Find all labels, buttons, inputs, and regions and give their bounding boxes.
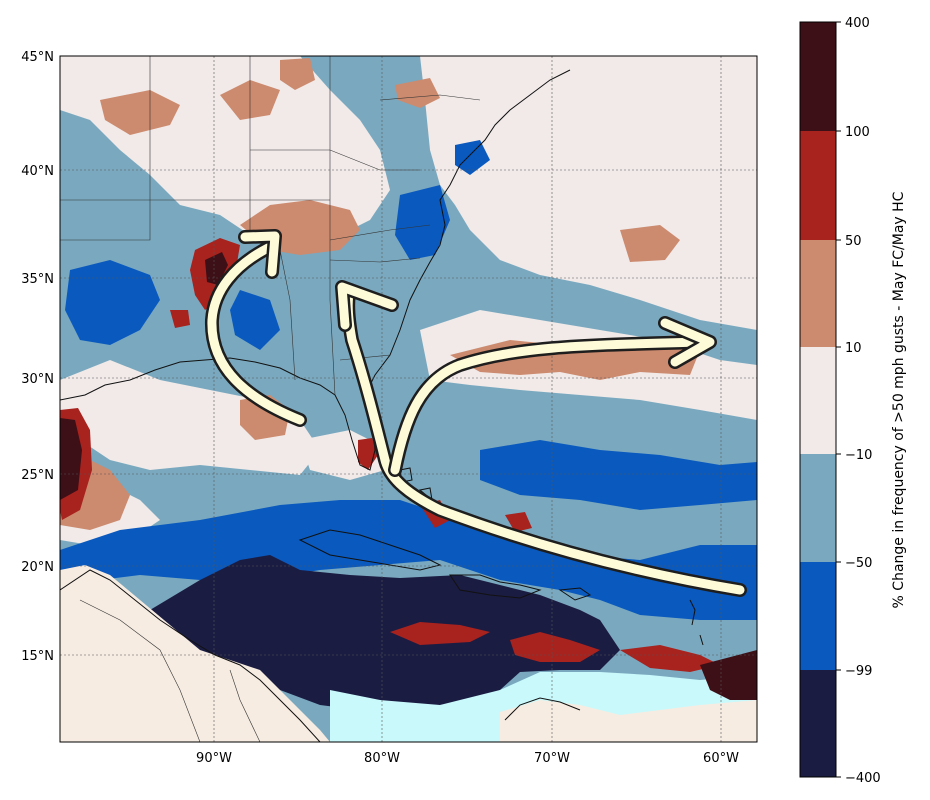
colorbar-label-minus10: −10 <box>845 448 872 463</box>
lat-label-20: 20°N <box>21 560 54 575</box>
southeast-negative-region <box>230 290 280 350</box>
colorbar-band-neutral <box>800 347 836 454</box>
lon-label-80w: 80°W <box>364 751 400 766</box>
atlantic-hotspot <box>505 512 532 532</box>
north-positive-patch <box>280 58 315 90</box>
political-borders <box>60 56 481 742</box>
storm-track-arrows <box>204 229 747 597</box>
caribbean-hotspot-band-1 <box>390 622 490 645</box>
recurving-track-arrow <box>390 337 705 475</box>
colorbar-label-minus99: −99 <box>845 664 872 679</box>
lon-label-70w: 70°W <box>534 751 570 766</box>
colorbar-label-100: 100 <box>845 125 870 140</box>
texas-coast-extreme-core <box>60 418 82 500</box>
texas-negative-region <box>65 260 160 345</box>
east-caribbean-extreme-core <box>700 650 757 700</box>
caribbean-strong-negative-region <box>150 555 620 710</box>
great-lakes-positive-patch <box>395 78 440 108</box>
colorbar-band-minus50-minus99 <box>800 562 836 670</box>
map-frame <box>59 55 758 743</box>
longitude-labels: 90°W 80°W 70°W 60°W <box>196 751 739 766</box>
lat-label-30: 30°N <box>21 372 54 387</box>
new-england-negative-patch <box>455 140 490 175</box>
northwest-positive-patch <box>100 90 180 135</box>
atlantic-negative-band <box>480 440 757 510</box>
colorbar-label-minus400: −400 <box>845 771 881 786</box>
latitude-labels: 45°N 40°N 35°N 30°N 25°N 20°N 15°N <box>21 50 54 664</box>
lat-label-45: 45°N <box>21 50 54 65</box>
colorbar-band-100-400 <box>800 22 836 131</box>
lat-label-35: 35°N <box>21 272 54 287</box>
central-america-land <box>60 565 330 742</box>
lat-label-25: 25°N <box>21 468 54 483</box>
colorbar-ticks <box>836 21 841 778</box>
gulf-track-arrow <box>207 243 305 425</box>
lon-label-60w: 60°W <box>703 751 739 766</box>
gulf-hotspot <box>170 310 190 328</box>
colorbar-title: % Change in frequency of >50 mph gusts -… <box>891 191 907 608</box>
lat-label-40: 40°N <box>21 164 54 179</box>
colorbar-band-minus10-minus50 <box>800 454 836 562</box>
colorbar-label-50: 50 <box>845 234 862 249</box>
colorbar-frame <box>799 21 837 778</box>
lat-label-15: 15°N <box>21 649 54 664</box>
colorbar-label-minus50: −50 <box>845 556 872 571</box>
colorbar-band-50-100 <box>800 131 836 240</box>
colorbar: 400 100 50 10 −10 −50 −99 −400 % Change … <box>799 16 907 786</box>
east-atlantic-positive-patch <box>620 225 680 262</box>
northeast-neutral-region <box>420 56 757 330</box>
colorbar-band-10-50 <box>800 240 836 347</box>
virginia-negative-region <box>395 185 450 260</box>
map-panel <box>60 56 757 742</box>
south-america-land <box>500 700 757 742</box>
gulf-neutral-region <box>60 360 320 475</box>
lon-label-90w: 90°W <box>196 751 232 766</box>
florida-hotspot <box>358 438 378 470</box>
colorbar-label-10: 10 <box>845 341 862 356</box>
southeast-extreme-core <box>205 252 228 285</box>
colorbar-label-400: 400 <box>845 16 870 31</box>
caribbean-hotspot-band-2 <box>510 632 600 662</box>
caribbean-hotspot-band-3 <box>620 645 720 672</box>
gridlines <box>60 56 757 742</box>
colorbar-band-minus99-minus400 <box>800 670 836 777</box>
